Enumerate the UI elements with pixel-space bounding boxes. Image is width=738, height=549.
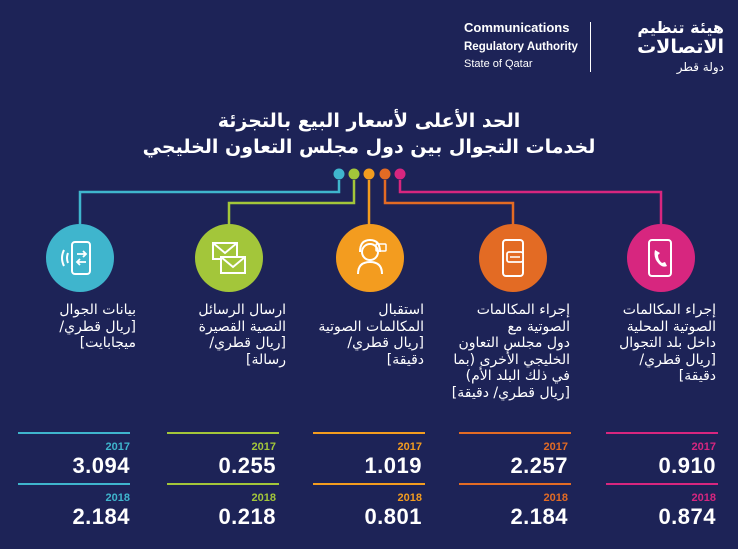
mobile-data-icon [46, 224, 114, 292]
logo-ar-line3: دولة قطر [676, 60, 724, 74]
logo-en-line2: Regulatory Authority [464, 41, 578, 53]
label-line: في ذلك البلد الأم) [465, 368, 570, 384]
divider-2018 [167, 483, 279, 485]
label-line: دقيقة] [386, 351, 424, 368]
value-2017: 1.019 [364, 453, 422, 478]
page-title: الحد الأعلى لأسعار البيع بالتجزئة لخدمات… [0, 108, 738, 160]
label-local-calls: إجراء المكالمات الصوتية المحلية داخل بلد… [619, 302, 716, 385]
label-line: الصوتية المحلية [626, 318, 716, 335]
label-line: إجراء المكالمات [476, 302, 570, 318]
label-line: إجراء المكالمات [622, 302, 716, 318]
year-2018: 2018 [397, 492, 422, 504]
headset-agent-icon [336, 224, 404, 292]
phone-chat-icon [479, 224, 547, 292]
year-2018: 2018 [251, 492, 276, 504]
year-2018: 2018 [691, 492, 716, 504]
divider-2017 [459, 432, 571, 434]
label-line: النصية القصيرة [198, 318, 286, 335]
label-line: داخل بلد التجوال [619, 335, 716, 351]
label-receive-calls: استقبال المكالمات الصوتية [ريال قطري/ دق… [318, 302, 424, 368]
label-line: دول مجلس التعاون [458, 335, 570, 351]
label-line: [ريال قطري/ [209, 335, 286, 351]
label-sms: ارسال الرسائل النصية القصيرة [ريال قطري/… [198, 302, 286, 368]
divider-2018 [313, 483, 425, 485]
dot-orange [363, 168, 375, 180]
label-line: المكالمات الصوتية [318, 318, 424, 335]
phone-call-icon [627, 224, 695, 292]
label-line: بيانات الجوال [59, 302, 136, 318]
value-2018: 0.218 [218, 504, 276, 529]
connector-cyan [78, 180, 341, 230]
value-2018: 0.874 [658, 504, 716, 529]
divider-2017 [167, 432, 279, 434]
divider-2017 [313, 432, 425, 434]
divider-2018 [459, 483, 571, 485]
label-line: استقبال [378, 302, 424, 318]
value-2017: 2.257 [510, 453, 568, 478]
label-mobile-data: بيانات الجوال [ريال قطري/ ميجابايت] [59, 302, 136, 352]
divider-2018 [18, 483, 130, 485]
divider-2017 [606, 432, 718, 434]
label-line: [ريال قطري/ [347, 335, 424, 351]
divider-2017 [18, 432, 130, 434]
label-line: الصوتية مع [507, 318, 570, 335]
label-line: دقيقة] [678, 368, 716, 384]
year-2018: 2018 [105, 492, 130, 504]
value-2018: 2.184 [510, 504, 568, 529]
logo-en-line1: Communications [464, 20, 570, 35]
dot-cyan [333, 168, 345, 180]
label-line: ارسال الرسائل [198, 302, 286, 318]
label-line: ميجابايت] [79, 335, 136, 351]
year-2017: 2017 [105, 441, 130, 453]
year-2017: 2017 [251, 441, 276, 453]
logo-divider [590, 22, 591, 72]
year-2017: 2017 [691, 441, 716, 453]
label-gcc-calls: إجراء المكالمات الصوتية مع دول مجلس التع… [452, 302, 570, 401]
title-line2: لخدمات التجوال بين دول مجلس التعاون الخل… [142, 136, 596, 158]
label-line: [ريال قطري/ [639, 351, 716, 368]
value-2018: 0.801 [364, 504, 422, 529]
value-2017: 3.094 [72, 453, 130, 478]
logo-ar-line1: هيئة تنظيم [637, 18, 724, 37]
logo-ar-line2: الاتصالات [637, 36, 724, 58]
year-2017: 2017 [543, 441, 568, 453]
title-line1: الحد الأعلى لأسعار البيع بالتجزئة [217, 110, 521, 132]
value-2017: 0.910 [658, 453, 716, 478]
dot-magenta [394, 168, 406, 180]
label-line: [ريال قطري/ دقيقة] [451, 384, 570, 401]
sms-envelopes-icon [195, 224, 263, 292]
value-2018: 2.184 [72, 504, 130, 529]
dot-red-orange [379, 168, 391, 180]
logo-en-line3: State of Qatar [464, 58, 533, 70]
connector-red-orange [383, 180, 515, 230]
dot-lime [348, 168, 360, 180]
connector-magenta [398, 180, 663, 230]
connector-lime [227, 180, 356, 230]
label-line: رسالة] [246, 351, 286, 368]
divider-2018 [606, 483, 718, 485]
year-2018: 2018 [543, 492, 568, 504]
label-line: الخليجي الأخرى (بما [453, 351, 570, 368]
value-2017: 0.255 [218, 453, 276, 478]
label-line: [ريال قطري/ [59, 318, 136, 335]
year-2017: 2017 [397, 441, 422, 453]
header: Communications Regulatory Authority Stat… [464, 18, 724, 76]
